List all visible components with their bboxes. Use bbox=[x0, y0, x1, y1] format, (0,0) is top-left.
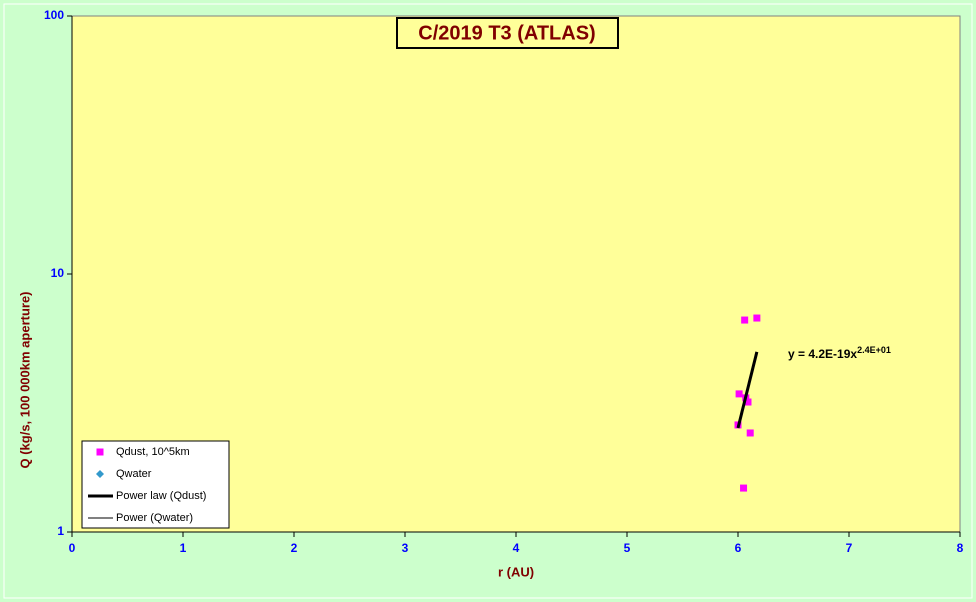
trendline-equation: y = 4.2E-19x2.4E+01 bbox=[788, 345, 891, 361]
legend-marker bbox=[96, 470, 104, 478]
equation-text: y = 4.2E-19x bbox=[788, 347, 857, 361]
x-tick-label: 6 bbox=[735, 541, 742, 555]
data-point bbox=[746, 429, 754, 437]
data-point bbox=[744, 398, 752, 406]
chart-title: C/2019 T3 (ATLAS) bbox=[418, 22, 595, 44]
y-tick-label: 100 bbox=[44, 8, 64, 22]
y-axis-label: Q (kg/s, 100 000km aperture) bbox=[17, 291, 32, 468]
legend-box bbox=[81, 440, 230, 529]
legend-label: Power (Qwater) bbox=[116, 512, 193, 524]
y-tick-label: 10 bbox=[51, 266, 65, 280]
legend-label: Qdust, 10^5km bbox=[116, 446, 190, 458]
x-tick-label: 4 bbox=[513, 541, 520, 555]
data-point bbox=[735, 390, 743, 398]
legend-label: Power law (Qdust) bbox=[116, 490, 206, 502]
data-point bbox=[741, 316, 749, 324]
equation-exponent: 2.4E+01 bbox=[857, 345, 891, 355]
x-tick-label: 7 bbox=[846, 541, 853, 555]
x-tick-label: 3 bbox=[402, 541, 409, 555]
title-box bbox=[396, 17, 619, 49]
trendline bbox=[736, 351, 759, 429]
data-point bbox=[740, 484, 748, 492]
x-tick-label: 8 bbox=[957, 541, 964, 555]
x-tick-label: 0 bbox=[69, 541, 76, 555]
legend-label: Qwater bbox=[116, 468, 152, 480]
y-tick-label: 1 bbox=[57, 524, 64, 538]
x-axis-label: r (AU) bbox=[498, 564, 534, 579]
legend-marker bbox=[96, 448, 104, 456]
x-tick-label: 5 bbox=[624, 541, 631, 555]
x-tick-label: 2 bbox=[291, 541, 298, 555]
data-point bbox=[753, 314, 761, 322]
x-tick-label: 1 bbox=[180, 541, 187, 555]
